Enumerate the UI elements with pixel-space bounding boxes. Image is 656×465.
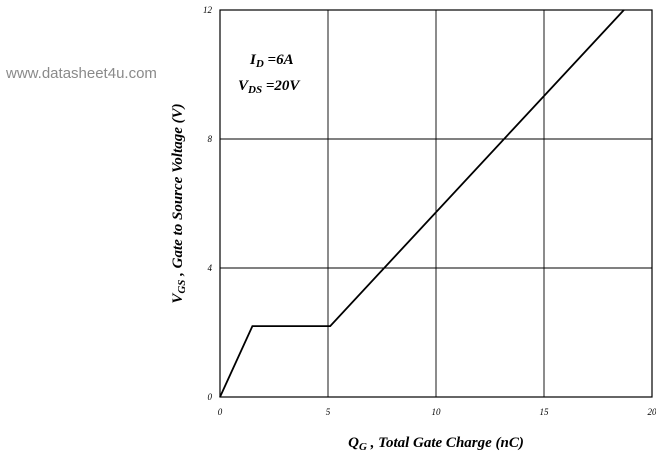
y-tick-label: 4 (208, 263, 213, 273)
y-tick-label: 12 (203, 5, 213, 15)
tick-labels: 0 5 10 15 20 0 4 8 12 (203, 5, 656, 417)
grid-lines (220, 10, 652, 397)
y-tick-label: 8 (208, 134, 213, 144)
watermark-text: www.datasheet4u.com (5, 65, 157, 82)
y-tick-label: 0 (208, 392, 213, 402)
x-tick-label: 5 (326, 407, 331, 417)
annotation-drain-current: ID =6A (249, 52, 294, 70)
x-tick-label: 15 (540, 407, 550, 417)
x-tick-label: 20 (648, 407, 656, 417)
x-tick-label: 10 (432, 407, 442, 417)
y-axis-label: VGS , Gate to Source Voltage (V) (170, 103, 188, 303)
series-line (219, 9, 625, 398)
x-axis-label: QG , Total Gate Charge (nC) (348, 435, 524, 453)
x-tick-label: 0 (218, 407, 223, 417)
annotation-drain-source-voltage: VDS =20V (238, 78, 301, 96)
plot-frame (219, 9, 653, 398)
series-layer (219, 9, 625, 398)
